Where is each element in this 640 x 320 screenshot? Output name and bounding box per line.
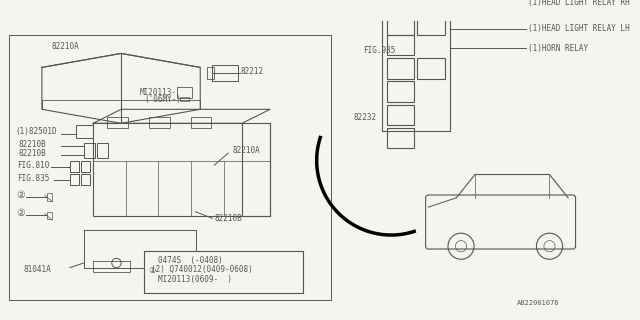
- Bar: [70, 161, 79, 172]
- Bar: [191, 117, 211, 128]
- Bar: [93, 123, 270, 216]
- Bar: [93, 261, 131, 272]
- Bar: [387, 35, 415, 55]
- Text: MI20113(0609-  ): MI20113(0609- ): [158, 275, 232, 284]
- Bar: [382, 0, 450, 131]
- Text: 81041A: 81041A: [23, 265, 51, 274]
- Text: FIG.835: FIG.835: [17, 174, 49, 183]
- Text: ②: ②: [17, 208, 26, 219]
- Bar: [84, 143, 95, 158]
- Bar: [149, 117, 170, 128]
- Bar: [10, 35, 331, 300]
- Bar: [81, 173, 90, 185]
- Bar: [177, 87, 192, 98]
- Text: A822001076: A822001076: [517, 300, 559, 306]
- Text: (1)82501D: (1)82501D: [16, 127, 58, 136]
- Bar: [387, 105, 415, 125]
- Text: 82210B: 82210B: [19, 140, 46, 148]
- Bar: [47, 193, 52, 201]
- Bar: [145, 251, 303, 293]
- Text: (1)HEAD LIGHT RELAY LH: (1)HEAD LIGHT RELAY LH: [528, 24, 630, 34]
- Bar: [84, 230, 196, 268]
- Bar: [81, 161, 90, 172]
- Text: FIG.935: FIG.935: [364, 46, 396, 55]
- Text: ②: ②: [17, 190, 26, 200]
- Bar: [97, 143, 108, 158]
- Text: ②: ②: [148, 266, 156, 275]
- Bar: [212, 65, 239, 81]
- Bar: [180, 97, 189, 101]
- Bar: [207, 68, 214, 79]
- Text: (1)HEAD LIGHT RELAY RH: (1)HEAD LIGHT RELAY RH: [528, 0, 630, 7]
- Bar: [76, 125, 93, 138]
- Bar: [387, 58, 415, 79]
- Text: (2) Q740012(0409-0608): (2) Q740012(0409-0608): [151, 265, 253, 274]
- Text: ('06MY-): ('06MY-): [145, 95, 181, 104]
- Text: 82210A: 82210A: [233, 146, 260, 155]
- Text: FIG.810: FIG.810: [17, 161, 49, 170]
- Bar: [387, 14, 415, 35]
- Bar: [47, 212, 52, 219]
- Text: 0474S  (-0408): 0474S (-0408): [158, 256, 223, 265]
- Bar: [70, 173, 79, 185]
- Bar: [387, 81, 415, 102]
- Bar: [417, 14, 445, 35]
- Text: 82210B: 82210B: [214, 214, 242, 223]
- Text: 82212: 82212: [240, 67, 264, 76]
- Bar: [387, 128, 415, 148]
- Text: (1)HORN RELAY: (1)HORN RELAY: [528, 44, 588, 53]
- Bar: [417, 58, 445, 79]
- Bar: [107, 117, 127, 128]
- Text: 82210B: 82210B: [19, 149, 46, 158]
- Text: MI20113-: MI20113-: [140, 88, 177, 97]
- Text: 82210A: 82210A: [51, 42, 79, 51]
- Text: 82232: 82232: [354, 114, 377, 123]
